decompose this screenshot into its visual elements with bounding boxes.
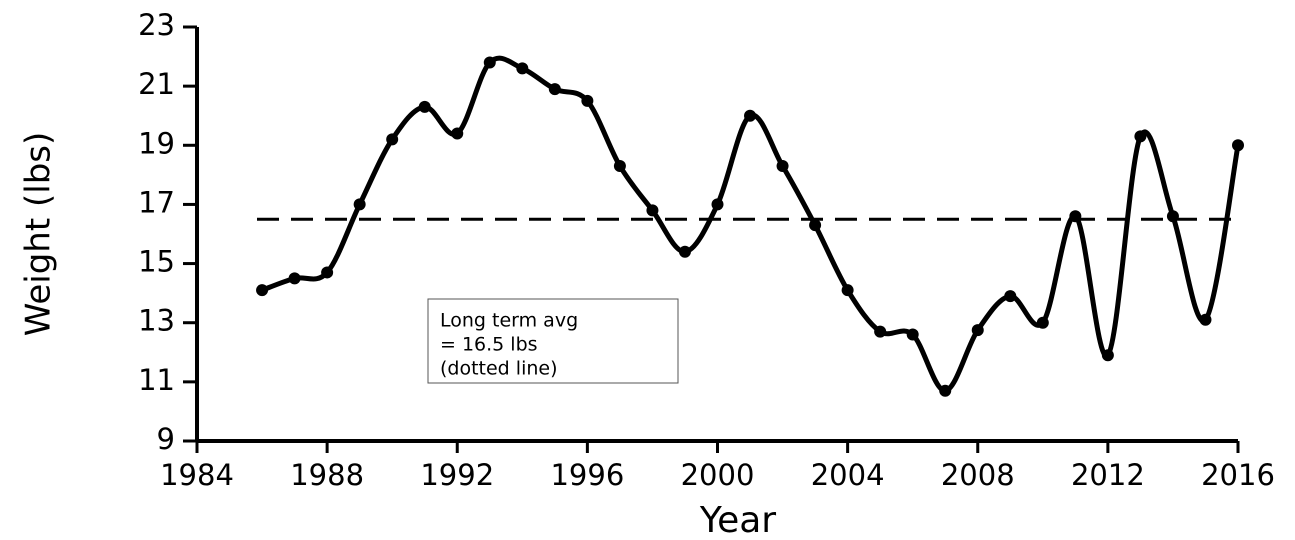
y-tick-label: 19 [138,126,175,160]
y-tick-label: 13 [138,304,175,338]
data-point [1036,316,1049,329]
data-point [451,127,464,140]
data-point [288,272,301,285]
x-tick-label: 2012 [1071,458,1145,492]
annotation-box [427,298,679,384]
x-tick-label: 1992 [420,458,494,492]
x-tick-label: 2016 [1201,458,1275,492]
data-point [613,159,626,172]
data-point [711,198,724,211]
data-point [874,325,887,338]
data-point [353,198,366,211]
x-tick-label: 1984 [160,458,234,492]
y-tick-label: 9 [157,422,175,456]
data-point [386,133,399,146]
data-point [1232,139,1244,152]
data-point [841,284,854,297]
y-tick-label: 15 [138,245,175,279]
y-tick-label: 23 [138,8,175,42]
data-line [261,55,1241,394]
data-point [744,109,757,122]
data-point [581,94,594,107]
data-point [809,219,822,232]
data-point [1199,313,1212,326]
annotation-text: = 16.5 lbs [440,334,538,356]
data-point [1101,349,1114,362]
data-point [646,204,659,217]
x-tick-label: 2008 [941,458,1015,492]
data-point [483,56,496,69]
annotation-text: Long term avg [440,310,578,332]
data-point [678,245,691,258]
data-point [516,62,529,75]
x-tick-label: 1988 [290,458,364,492]
data-point [548,83,561,96]
data-point [776,159,789,172]
y-axis-label: Weight (lbs) [19,132,59,337]
x-tick-label: 2004 [811,458,885,492]
x-tick-label: 2000 [681,458,755,492]
y-tick-label: 11 [138,363,175,397]
data-point [418,100,431,113]
data-point [1069,210,1082,223]
y-tick-label: 17 [138,185,175,219]
data-point [939,384,952,397]
data-point [1134,130,1147,143]
data-point [1166,210,1179,223]
x-tick-label: 1996 [550,458,624,492]
data-point [906,328,919,341]
data-point [256,284,269,297]
data-point [321,266,334,279]
y-tick-label: 21 [138,67,175,101]
data-point [1004,290,1017,303]
data-point [971,324,984,337]
annotation-text: (dotted line) [440,358,558,380]
x-axis-label: Year [699,500,776,540]
